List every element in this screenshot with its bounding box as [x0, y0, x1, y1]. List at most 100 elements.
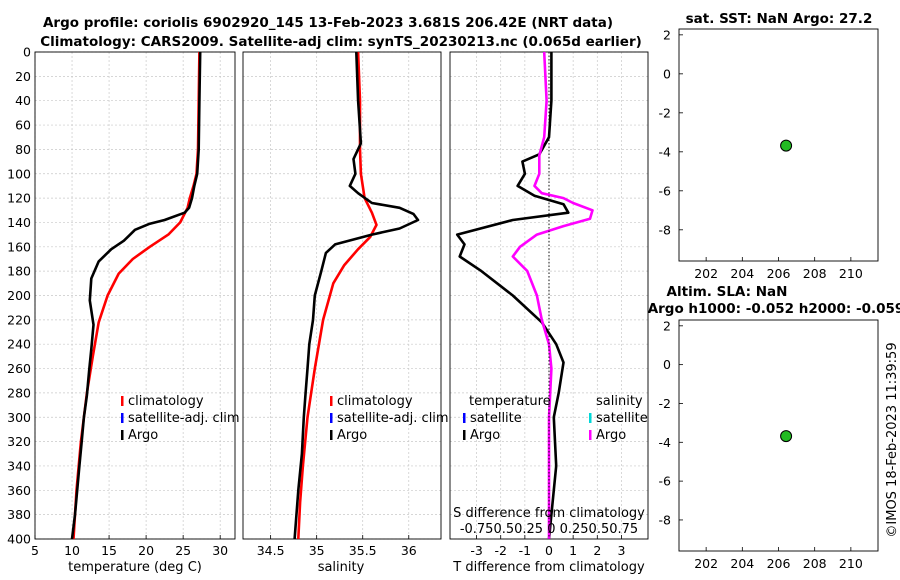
sla-subtitle: Argo h1000: -0.052 h2000: -0.059 [648, 301, 900, 317]
x-tick-label: 20 [138, 543, 154, 558]
x-tick-label: 202 [694, 556, 718, 571]
legend-argo: Argo [128, 428, 158, 443]
y-tick-label: 0 [23, 45, 31, 60]
legend-s-satellite: satellite [596, 411, 648, 426]
y-tick-label: 60 [15, 118, 31, 133]
y-tick-label: 220 [7, 312, 31, 327]
y-tick-label: 40 [15, 93, 31, 108]
series-line-t-argo [455, 52, 570, 540]
sst-map-panel: 202 204 206 208 210 2 0 -2 -4 -6 -8 [659, 27, 879, 281]
x-tick-label: 206 [767, 556, 791, 571]
series-line-climatology [297, 51, 378, 540]
legend-satellite: satellite-adj. clim [128, 411, 240, 426]
x-tick-label: 25 [175, 543, 191, 558]
x-tick-label: -1 [519, 543, 531, 558]
y-tick-label: -2 [659, 396, 671, 411]
x-tick-label: 208 [803, 266, 827, 281]
y-tick-label: 120 [7, 191, 31, 206]
y-tick-label: 260 [7, 361, 31, 376]
legend-satellite: satellite-adj. clim [337, 411, 449, 426]
y-tick-label: 400 [7, 532, 31, 547]
series-line-s-argo [511, 51, 594, 539]
y-tick-label: 320 [7, 434, 31, 449]
y-tick-label: 80 [15, 142, 31, 157]
x-tick-label: 10 [64, 543, 80, 558]
y-tick-label: 300 [7, 410, 31, 425]
t-difference-xlabel: T difference from climatology [452, 560, 645, 575]
x-tick-label: -2 [494, 543, 506, 558]
x-tick-label: 34.5 [257, 543, 285, 558]
legend-swatch-satellite [330, 413, 333, 423]
legend-swatch-argo [121, 430, 124, 440]
legend-swatch-argo [330, 430, 333, 440]
legend-swatch-s-argo [589, 430, 592, 440]
series-line-argo [293, 51, 420, 540]
y-tick-label: 340 [7, 458, 31, 473]
y-tick-label: 20 [15, 69, 31, 84]
y-tick-label: 0 [663, 66, 671, 81]
y-tick-label: -6 [659, 474, 672, 489]
series-line-argo [70, 51, 202, 540]
legend-argo: Argo [337, 428, 367, 443]
legend-t-argo: Argo [470, 428, 500, 443]
x-tick-label: 208 [803, 556, 827, 571]
sla-title: Altim. SLA: NaN [667, 284, 788, 300]
y-tick-label: 160 [7, 239, 31, 254]
y-tick-label: 200 [7, 288, 31, 303]
x-tick-label: -3 [470, 543, 482, 558]
x-tick-label: 210 [839, 266, 863, 281]
x-tick-label: 210 [839, 556, 863, 571]
y-tick-label: 180 [7, 264, 31, 279]
legend-swatch-climatology [121, 396, 124, 406]
x-tick-label: 204 [730, 266, 754, 281]
y-tick-label: 2 [663, 27, 671, 42]
axes-frame [34, 51, 236, 540]
difference-panel: -3 -2 -1 0 1 2 3 [449, 51, 649, 558]
y-tick-label: 360 [7, 483, 31, 498]
salinity-legend: climatology satellite-adj. clim Argo [330, 394, 449, 443]
legend-swatch-s-satellite [589, 413, 592, 423]
x-tick-label: 5 [31, 543, 39, 558]
legend-swatch-t-satellite [463, 413, 466, 423]
y-tick-label: 140 [7, 215, 31, 230]
title-line2: Climatology: CARS2009. Satellite-adj cli… [40, 34, 642, 50]
legend-swatch-climatology [330, 396, 333, 406]
y-tick-label: -4 [659, 435, 672, 450]
x-tick-label: 36 [401, 543, 417, 558]
legend-salinity-header: salinity [596, 394, 643, 409]
s-difference-ticklabels: -0.750.50.25 0 0.250.50.75 [460, 522, 638, 537]
temperature-panel: 5 10 15 20 25 3002040608010012014016018020022… [7, 45, 236, 558]
argo-position-marker [780, 430, 793, 443]
y-tick-label: 100 [7, 166, 31, 181]
x-tick-label: 35 [309, 543, 325, 558]
legend-swatch-satellite [121, 413, 124, 423]
y-tick-label: 240 [7, 337, 31, 352]
y-tick-label: -8 [659, 512, 672, 527]
axes-frame [678, 319, 879, 552]
x-tick-label: 30 [212, 543, 228, 558]
s-difference-xlabel: S difference from climatology [453, 506, 645, 521]
legend-climatology: climatology [337, 394, 413, 409]
difference-legend: temperature satellite Argo salinity sate… [463, 394, 648, 443]
legend-climatology: climatology [128, 394, 204, 409]
x-tick-label: 2 [593, 543, 601, 558]
sla-map-panel: 202 204 206 208 210 2 0 -2 -4 -6 -8 [659, 318, 879, 571]
temperature-xlabel: temperature (deg C) [68, 560, 202, 575]
argo-position-marker [780, 139, 793, 152]
x-tick-label: 35.5 [349, 543, 377, 558]
legend-temperature-header: temperature [469, 394, 551, 409]
legend-t-satellite: satellite [470, 411, 522, 426]
axes-frame [242, 51, 442, 540]
legend-swatch-t-argo [463, 430, 466, 440]
x-tick-label: 0 [545, 543, 553, 558]
y-tick-label: -2 [659, 105, 671, 120]
x-tick-label: 202 [694, 266, 718, 281]
y-tick-label: -4 [659, 144, 672, 159]
x-tick-label: 1 [569, 543, 577, 558]
y-tick-label: -8 [659, 222, 672, 237]
sst-title: sat. SST: NaN Argo: 27.2 [686, 11, 873, 27]
x-tick-label: 206 [767, 266, 791, 281]
axes-frame [678, 28, 879, 262]
x-tick-label: 204 [730, 556, 754, 571]
